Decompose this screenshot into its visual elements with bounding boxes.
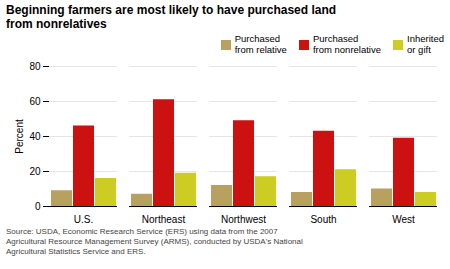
svg-text:U.S.: U.S.	[74, 213, 93, 224]
svg-text:60: 60	[29, 95, 41, 106]
svg-text:0: 0	[35, 200, 41, 211]
html-text:Source: USDA, Economic Researc: Source: USDA, Economic Research Service …	[6, 226, 303, 257]
svg-text:South: South	[310, 213, 336, 224]
svg-text:20: 20	[29, 165, 41, 176]
html-text:Purchased from relative: Purchased from relative	[234, 32, 287, 55]
svg-text:Northwest: Northwest	[221, 213, 266, 224]
svg-text:West: West	[392, 213, 415, 224]
svg-text:Percent: Percent	[14, 119, 25, 154]
svg-text:Northeast: Northeast	[142, 213, 186, 224]
html-text:Purchased from nonrelative: Purchased from nonrelative	[312, 32, 381, 55]
html-text:Beginning farmers are most lik: Beginning farmers are most likely to hav…	[6, 3, 337, 32]
html-text:Inherited or gift: Inherited or gift	[407, 32, 444, 55]
svg-text:40: 40	[29, 130, 41, 141]
svg-text:80: 80	[29, 60, 41, 71]
